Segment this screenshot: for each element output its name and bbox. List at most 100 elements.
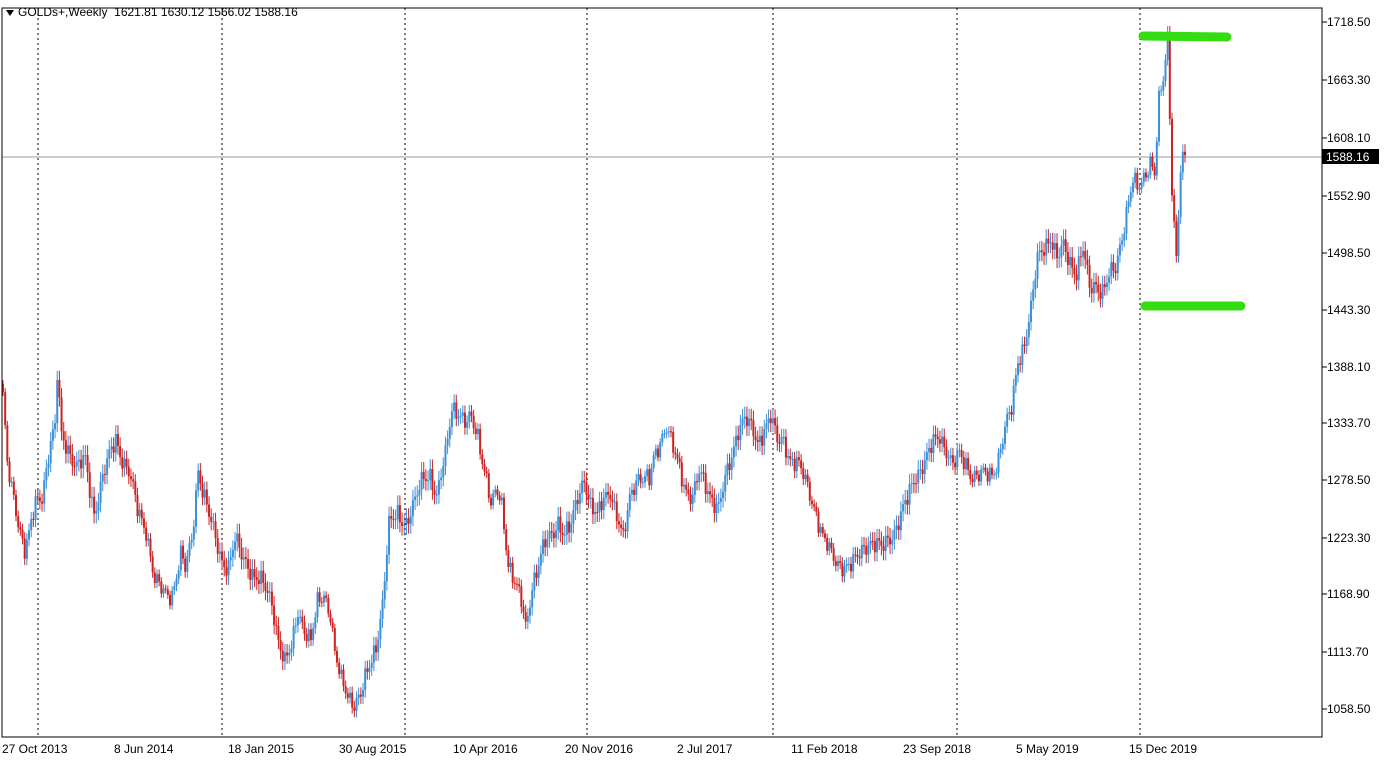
candle-body [10,481,13,483]
candle-body [702,472,705,474]
y-tick-label: 1113.70 [1327,645,1369,659]
candle-body [661,433,664,443]
candle-body [69,445,72,454]
candle-body [4,392,7,426]
candle-body [455,402,458,419]
candle-body [1077,256,1080,281]
candle-body [1181,151,1184,173]
dropdown-triangle-icon[interactable] [6,9,14,16]
candle-body [1184,151,1186,156]
candle-body [492,493,495,506]
candle-body [511,562,514,583]
candle-body [930,447,933,454]
candle-body [1103,284,1106,288]
candle-body [886,535,889,538]
candle-body [917,469,920,484]
candle-body [244,557,247,559]
candle-body [372,645,375,663]
candle-body [1095,282,1098,285]
candle-body [546,538,549,548]
candle-body [1088,265,1091,288]
x-tick-label: 23 Sep 2018 [903,742,971,756]
candle-body [1058,257,1061,259]
candle-body [17,515,20,528]
candle-body [1019,363,1022,366]
candle-body [795,457,798,472]
candle-body [899,511,902,530]
candle-body [769,418,772,424]
candle-body [581,480,584,494]
candle-body [696,481,699,483]
candle-body [1142,172,1145,183]
candle-body [218,551,221,554]
candle-body [34,496,37,520]
x-tick-label: 27 Oct 2013 [2,742,68,756]
candle-body [958,450,961,452]
candle-body [192,526,195,540]
candle-body [1131,182,1134,193]
candle-body [971,479,974,482]
candle-body [401,522,404,526]
candle-body [145,527,148,541]
candle-body [531,590,534,608]
candle-body [1153,166,1156,176]
candle-body [802,468,805,480]
candle-body [1140,182,1143,189]
candle-body [529,607,532,616]
candle-body [1079,256,1082,258]
candle-body [993,474,996,476]
candle-body [8,461,11,483]
candle-body [147,538,150,541]
candle-body [288,652,291,656]
current-price-box [1322,149,1379,164]
candle-body [362,690,365,697]
candle-body [585,482,588,495]
candle-body [153,572,156,584]
candle-body [754,436,757,441]
candle-body [607,491,610,495]
candle-body [726,463,729,476]
candle-body [229,557,232,561]
candle-body [810,500,813,505]
y-tick-label: 1223.30 [1327,531,1371,545]
candle-body [223,560,226,568]
candle-body [110,446,113,450]
x-tick-label: 11 Feb 2018 [791,742,858,756]
candle-body [516,583,519,585]
candle-body [67,445,70,454]
candle-body [260,570,263,585]
candle-body [457,416,460,419]
candle-body [962,457,965,470]
candle-body [58,379,61,398]
candle-body [735,435,738,447]
candle-body [210,516,213,522]
candle-body [806,474,809,483]
x-tick-label: 2 Jul 2017 [677,742,733,756]
candle-body [635,480,638,495]
candle-body [335,650,338,663]
candle-body [845,564,848,567]
candle-body [1160,90,1163,92]
candle-body [472,415,475,429]
candle-body [498,495,501,501]
candle-body [988,467,991,482]
candle-body [86,455,89,473]
candle-body [325,595,328,598]
candle-body [791,458,794,460]
candle-body [214,521,217,538]
candle-body [1090,287,1093,294]
candle-body [101,473,104,482]
candle-body [897,525,900,530]
candle-body [47,463,50,468]
candle-body [915,483,918,485]
candle-body [1123,233,1126,241]
candle-body [904,499,907,505]
candle-body [205,489,208,505]
candle-body [570,523,573,533]
candle-body [977,474,980,482]
candle-body [895,525,898,530]
candle-body [249,568,252,581]
candle-body [574,500,577,511]
candle-body [852,554,855,572]
